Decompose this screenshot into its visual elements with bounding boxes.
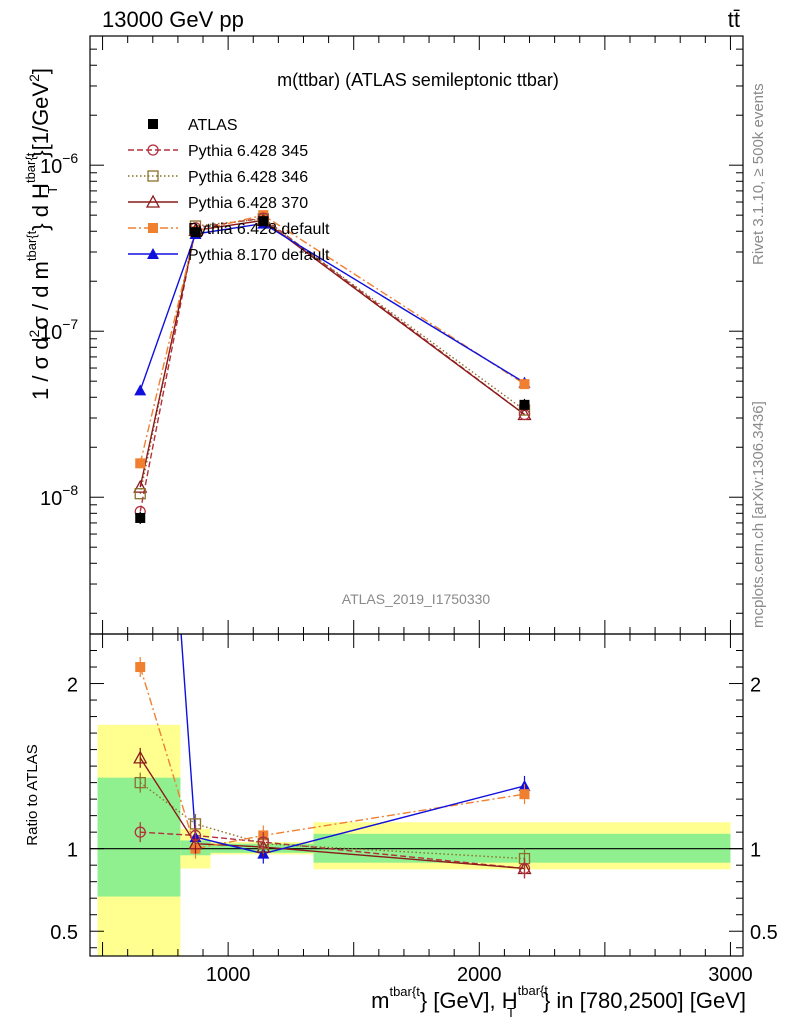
legend-label: Pythia 8.170 default: [188, 247, 330, 264]
ratio-point: [134, 826, 146, 838]
ratio-series-line: [139, 666, 525, 850]
x-tick-label: 2000: [457, 964, 502, 986]
ratio-y-tick-label: 2: [67, 675, 78, 697]
series-line: [139, 222, 525, 391]
ratio-point: [135, 662, 146, 673]
legend-label: Pythia 6.428 default: [188, 221, 330, 238]
data-point: [134, 384, 147, 396]
ratio-y-tick-label: 0.5: [50, 922, 78, 944]
mcplots-label: mcplots.cern.ch [arXiv:1306.3436]: [750, 401, 767, 628]
x-axis-label: mtbar{t} [GeV], Htbar{t T} in [780,2500] …: [371, 983, 746, 1020]
ratio-point: [257, 836, 269, 848]
data-point: [519, 399, 530, 410]
analysis-watermark: ATLAS_2019_I1750330: [342, 591, 491, 607]
data-point: [135, 458, 146, 469]
ratio-panel: 0.5 0.5 1 1 2 2 1000 2000 3000: [50, 50, 778, 986]
ratio-y-tick-label-right: 2: [750, 675, 761, 697]
x-tick-label: 3000: [708, 964, 753, 986]
data-point: [519, 379, 530, 390]
header-left-label: 13000 GeV pp: [102, 7, 244, 32]
ratio-point: [189, 829, 202, 842]
legend-marker: [148, 119, 158, 129]
data-point: [135, 512, 146, 523]
legend: ATLAS Pythia 6.428 345 Pythia 6.428 346 Pyt…: [128, 117, 330, 264]
ratio-series-line: [180, 634, 525, 855]
series-line: [139, 214, 525, 464]
legend-label: Pythia 6.428 345: [188, 143, 308, 160]
data-point: [190, 227, 201, 238]
ratio-point: [188, 836, 203, 850]
ratio-point: [518, 862, 531, 875]
ratio-y-axis-label: Ratio to ATLAS: [24, 744, 41, 845]
main-panel: 10−810−710−6 m(ttbar) (ATLAS semileptoni…: [40, 35, 744, 635]
svg-text:mtbar{t} [GeV], Htbar{tT} in [: mtbar{t} [GeV], Htbar{t T} in [780,2500] …: [371, 983, 746, 1020]
data-point: [133, 479, 148, 493]
data-point: [134, 488, 146, 500]
legend-label: Pythia 6.428 346: [188, 169, 308, 186]
ratio-y-tick-label-right: 1: [750, 840, 761, 862]
legend-marker: [147, 170, 159, 182]
x-tick-label: 1000: [206, 964, 251, 986]
legend-label: Pythia 6.428 370: [188, 195, 308, 212]
ratio-point: [134, 776, 146, 789]
rivet-version-label: Rivet 3.1.10, ≥ 500k events: [750, 83, 767, 265]
svg-text:1 / σ d2σ / d mtbar{t} d Htbar: 1 / σ d2σ / d mtbar{t} d Htbar{tT}[1/GeV…: [23, 68, 60, 400]
legend-marker: [147, 144, 159, 156]
series-line: [139, 217, 525, 512]
data-point: [258, 216, 269, 227]
legend-marker: [145, 194, 161, 208]
ratio-y-tick-label-right: 0.5: [750, 922, 778, 944]
main-y-axis-label: 1 / σ d2σ / d mtbar{t} d Htbar{tT}[1/GeV…: [23, 68, 60, 400]
ratio-y-tick-label: 1: [67, 840, 78, 862]
legend-label: ATLAS: [188, 117, 238, 134]
ratio-point: [519, 789, 530, 800]
main-title: m(ttbar) (ATLAS semileptonic ttbar): [277, 70, 559, 90]
series-line: [139, 219, 525, 488]
y-tick-label: 10−8: [40, 482, 78, 510]
header-right-label: tt̄: [728, 7, 740, 32]
ratio-series-line: [140, 831, 525, 870]
ratio-frame: [89, 633, 744, 957]
legend-marker: [147, 248, 159, 259]
ratio-series-line: [139, 782, 525, 860]
legend-marker: [148, 223, 158, 233]
ratio-point: [133, 750, 148, 764]
ratio-point: [134, 50, 146, 61]
